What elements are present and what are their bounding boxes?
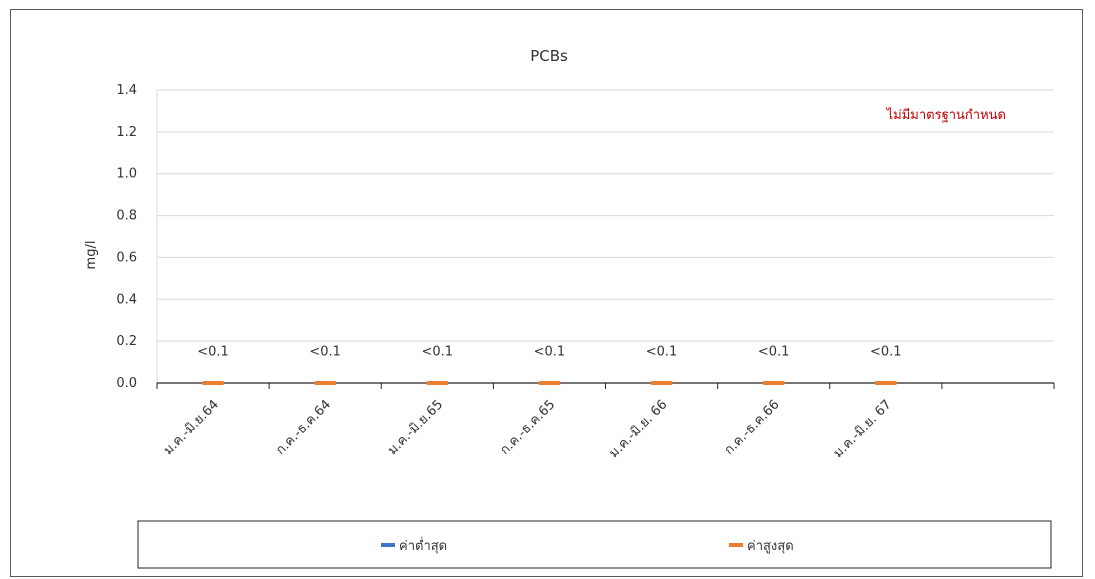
legend: ค่าต่ำสุด ค่าสูงสุด — [137, 520, 1052, 569]
y-tick-label: 0.0 — [116, 376, 137, 391]
y-tick-label: 1.2 — [116, 125, 137, 140]
x-tick-label: ม.ค.-มิ.ย. 66 — [606, 397, 670, 461]
legend-box — [137, 520, 1052, 569]
data-label: <0.1 — [758, 345, 790, 360]
y-tick-label: 1.4 — [116, 83, 137, 98]
y-tick-label: 0.8 — [116, 209, 137, 224]
chart-title: PCBs — [530, 47, 568, 65]
x-tick-label: ก.ค.-ธ.ค.64 — [273, 397, 334, 458]
x-tick-labels: ม.ค.-มิ.ย.64 ก.ค.-ธ.ค.64 ม.ค.-มิ.ย.65 ก.ค.-… — [161, 397, 895, 461]
data-labels: <0.1 <0.1 <0.1 <0.1 <0.1 <0.1 <0.1 — [197, 345, 901, 360]
data-label: <0.1 — [197, 345, 229, 360]
x-tick-label: ม.ค.-มิ.ย. 67 — [831, 397, 895, 461]
gridlines — [157, 89, 1054, 342]
chart-svg: PCBs mg/l ไม่มีมาตรฐานกำหนด 0.0 0.2 0.4 0.6… — [84, 47, 1055, 569]
y-tick-label: 0.2 — [116, 334, 137, 349]
y-tick-label: 0.4 — [116, 292, 137, 307]
y-tick-labels: 0.0 0.2 0.4 0.6 0.8 1.0 1.2 1.4 — [116, 83, 137, 391]
x-tick-label: ก.ค.-ธ.ค.65 — [497, 397, 558, 458]
y-tick-label: 0.6 — [116, 250, 137, 265]
chart-frame: PCBs mg/l ไม่มีมาตรฐานกำหนด 0.0 0.2 0.4 0.6… — [10, 9, 1083, 577]
no-standard-annotation: ไม่มีมาตรฐานกำหนด — [886, 107, 1006, 123]
x-tick-label: ก.ค.-ธ.ค.66 — [722, 397, 783, 458]
legend-label: ค่าสูงสุด — [747, 539, 794, 554]
axes — [156, 90, 1055, 389]
data-label: <0.1 — [646, 345, 678, 360]
y-tick-label: 1.0 — [116, 167, 137, 182]
y-axis-label: mg/l — [84, 241, 99, 270]
x-tick-label: ม.ค.-มิ.ย.65 — [385, 397, 446, 458]
data-label: <0.1 — [422, 345, 454, 360]
legend-label: ค่าต่ำสุด — [399, 537, 447, 554]
data-label: <0.1 — [534, 345, 566, 360]
x-tick-label: ม.ค.-มิ.ย.64 — [161, 397, 222, 458]
data-label: <0.1 — [309, 345, 341, 360]
data-label: <0.1 — [870, 345, 902, 360]
